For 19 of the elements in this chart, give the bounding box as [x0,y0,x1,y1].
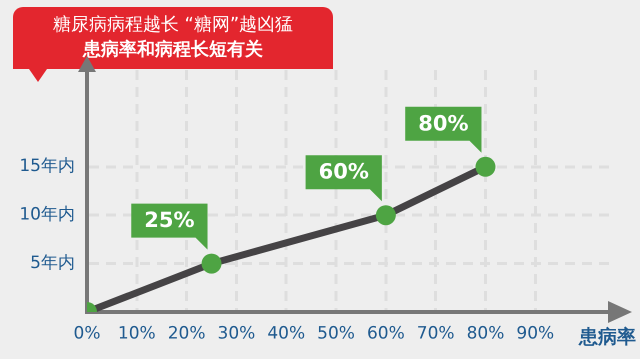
x-tick-label: 80% [466,324,504,344]
chart-subtitle: 患病率和病程长短有关 [82,38,264,62]
x-tick-label: 70% [416,324,455,344]
x-axis-title: 患病率 [578,326,636,348]
x-tick-label: 0% [74,324,100,344]
annotation: 80% [418,111,468,136]
y-tick-label: 10年内 [19,204,75,225]
x-tick-label: 40% [267,324,306,344]
x-tick-label: 10% [118,324,156,344]
x-tick-label: 30% [218,324,256,344]
x-tick-label: 20% [168,324,206,344]
y-tick-label: 5年内 [30,253,75,274]
annotation: 60% [318,160,369,184]
x-tick-label: 50% [317,324,355,344]
x-tick-label: 90% [516,324,554,344]
chart-title: 糖尿病病程越长 “糖网”越凶猛 [52,13,294,37]
annotation: 25% [144,208,195,232]
y-tick-label: 15年内 [19,156,75,176]
x-tick-label: 60% [366,324,405,344]
